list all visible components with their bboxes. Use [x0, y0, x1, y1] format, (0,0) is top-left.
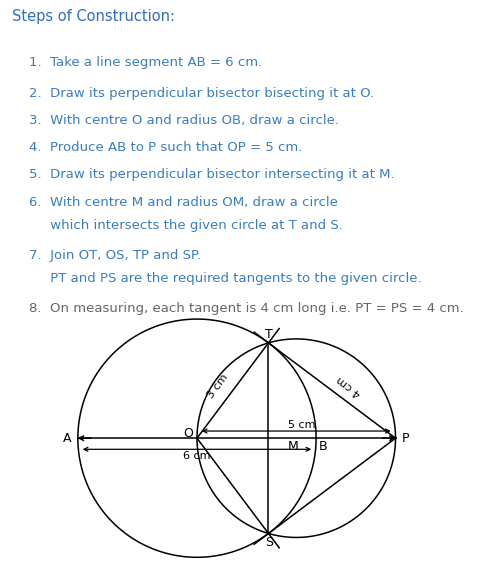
Text: 5 cm: 5 cm — [288, 420, 316, 430]
Text: A: A — [62, 431, 71, 445]
Text: which intersects the given circle at T and S.: which intersects the given circle at T a… — [29, 219, 342, 232]
Text: 6 cm: 6 cm — [183, 451, 211, 462]
Text: 7.  Join OT, OS, TP and SP.: 7. Join OT, OS, TP and SP. — [29, 249, 201, 262]
Text: 5.  Draw its perpendicular bisector intersecting it at M.: 5. Draw its perpendicular bisector inter… — [29, 168, 394, 181]
Text: 3 cm: 3 cm — [205, 373, 230, 401]
Text: B: B — [319, 440, 328, 452]
Text: S: S — [265, 536, 273, 549]
Text: 1.  Take a line segment AB = 6 cm.: 1. Take a line segment AB = 6 cm. — [29, 55, 262, 69]
Text: 4 cm: 4 cm — [335, 374, 363, 398]
Text: 6.  With centre M and radius OM, draw a circle: 6. With centre M and radius OM, draw a c… — [29, 196, 338, 209]
Text: 2.  Draw its perpendicular bisector bisecting it at O.: 2. Draw its perpendicular bisector bisec… — [29, 87, 374, 100]
Text: 4.  Produce AB to P such that OP = 5 cm.: 4. Produce AB to P such that OP = 5 cm. — [29, 141, 302, 154]
Text: Steps of Construction:: Steps of Construction: — [12, 9, 175, 24]
Text: PT and PS are the required tangents to the given circle.: PT and PS are the required tangents to t… — [29, 272, 422, 285]
Text: M: M — [288, 440, 298, 454]
Text: O: O — [183, 427, 193, 440]
Text: 8.  On measuring, each tangent is 4 cm long i.e. PT = PS = 4 cm.: 8. On measuring, each tangent is 4 cm lo… — [29, 301, 464, 315]
Text: 3.  With centre O and radius OB, draw a circle.: 3. With centre O and radius OB, draw a c… — [29, 114, 339, 127]
Text: P: P — [402, 431, 409, 445]
Text: T: T — [265, 328, 273, 340]
